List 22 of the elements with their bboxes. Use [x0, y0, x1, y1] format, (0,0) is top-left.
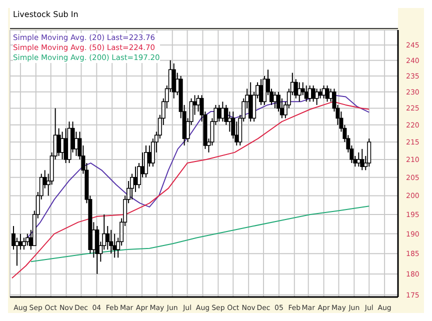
candlestick — [60, 131, 64, 160]
candlestick — [356, 152, 361, 168]
candlestick — [325, 84, 330, 102]
candlestick — [106, 226, 110, 250]
candlestick — [144, 144, 148, 178]
candlestick — [95, 226, 100, 274]
candlestick — [109, 229, 114, 254]
candlestick — [318, 88, 322, 99]
candlestick — [112, 233, 117, 258]
candlestick — [367, 138, 372, 168]
candlestick — [196, 94, 200, 112]
candlestick — [311, 84, 316, 102]
candlestick — [74, 131, 78, 156]
candlestick — [304, 84, 308, 102]
line-series — [30, 206, 370, 262]
candlestick — [172, 62, 176, 99]
candlestick — [56, 128, 61, 156]
candlestick — [22, 237, 26, 250]
candlestick — [360, 148, 364, 171]
candlestick — [297, 82, 302, 102]
chart-title: Livestock Sub In — [10, 8, 398, 29]
candlestick — [314, 88, 319, 106]
